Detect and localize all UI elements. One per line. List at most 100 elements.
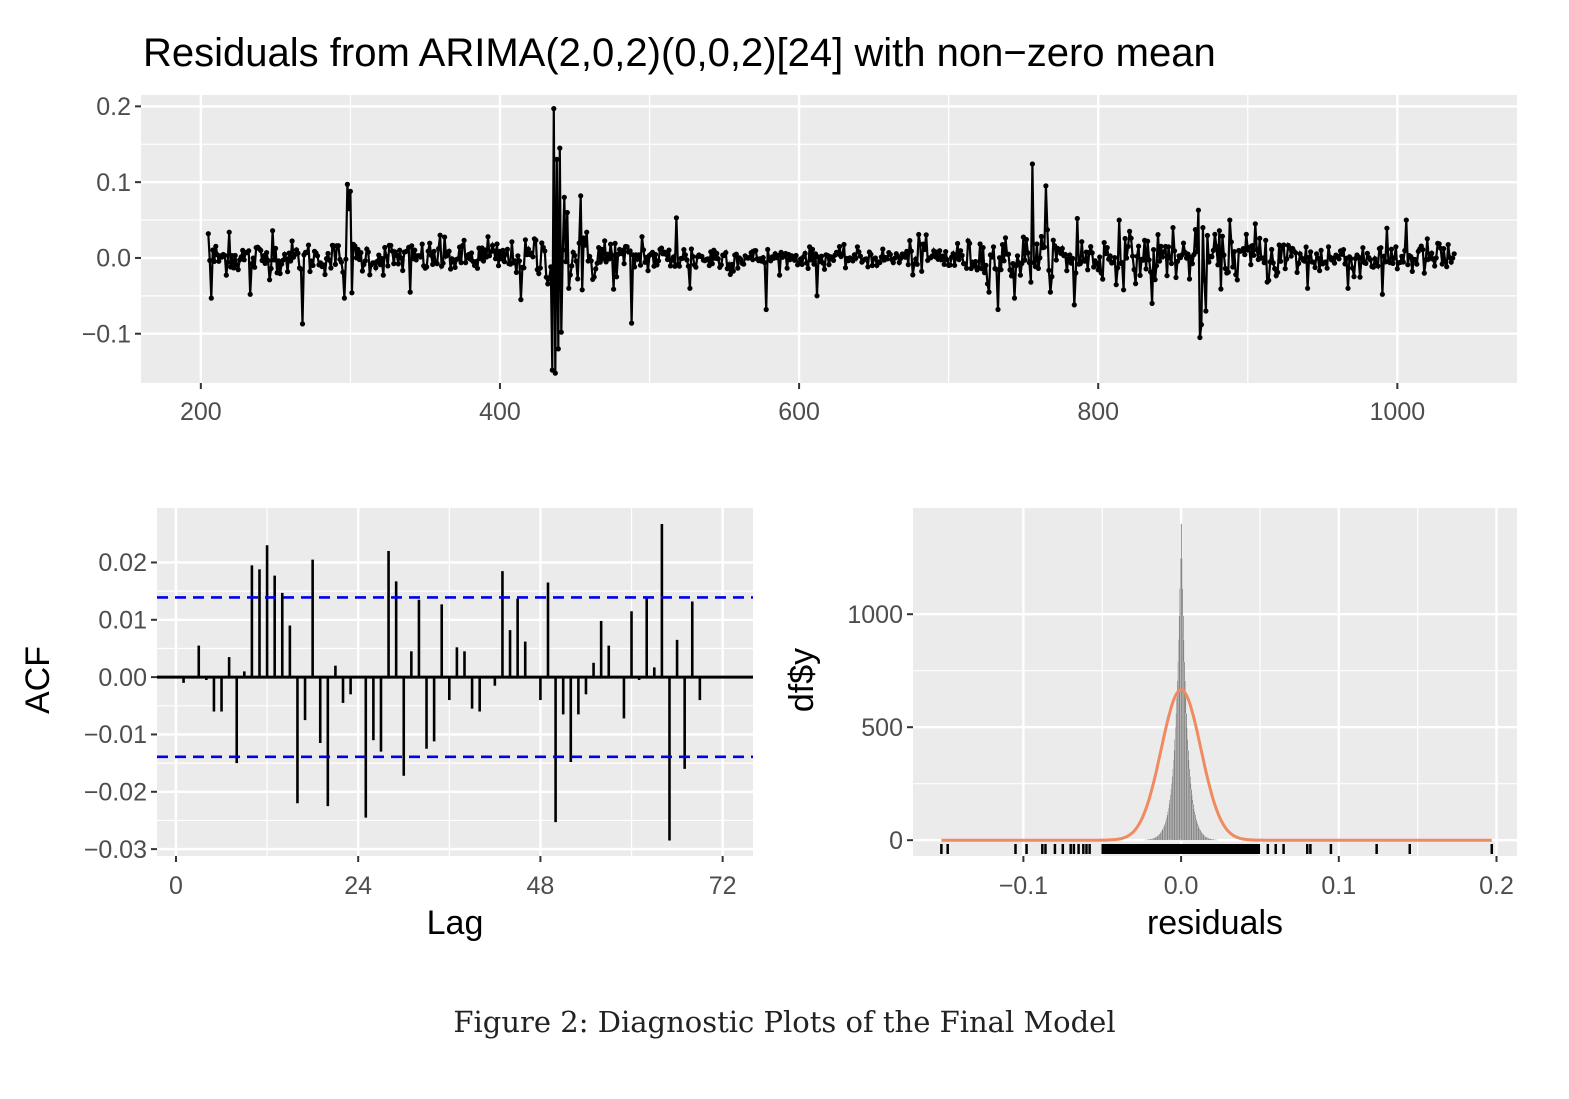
residual-point xyxy=(452,264,458,270)
residual-point xyxy=(977,241,983,247)
residual-point xyxy=(1221,252,1227,258)
residual-point xyxy=(1023,236,1029,243)
residual-point xyxy=(427,240,433,246)
y-tick-label: 0.01 xyxy=(98,607,147,635)
residual-point xyxy=(1206,259,1212,265)
residual-point xyxy=(865,264,871,270)
residual-point xyxy=(314,253,321,259)
residual-point xyxy=(512,258,518,264)
residual-point xyxy=(597,259,603,265)
residual-point xyxy=(1222,265,1228,272)
residual-point xyxy=(1314,251,1320,257)
residual-point xyxy=(898,255,904,261)
residual-point xyxy=(1014,253,1021,259)
residual-point xyxy=(1088,244,1094,250)
residual-point xyxy=(760,255,766,261)
residual-point xyxy=(1017,272,1024,278)
residual-point xyxy=(1294,269,1300,275)
residual-point xyxy=(241,257,247,263)
residual-point xyxy=(923,232,929,238)
residual-point xyxy=(714,250,720,257)
residual-point xyxy=(1225,269,1231,275)
residual-point xyxy=(854,244,861,250)
residual-point xyxy=(225,259,231,265)
residual-point xyxy=(1349,265,1356,271)
residual-point xyxy=(1400,259,1406,265)
residual-point xyxy=(1115,265,1121,271)
acf-y-axis-label: ACF xyxy=(19,646,57,714)
residual-point xyxy=(1412,257,1418,263)
residual-point xyxy=(305,242,312,248)
residual-point xyxy=(1231,249,1237,255)
residual-point xyxy=(569,263,575,269)
acf-panel: 0 24 48 72 −0.03 −0.02 −0.01 0.00 0.01 0.02 Lag A… xyxy=(19,508,753,942)
residual-point xyxy=(551,106,557,112)
residual-point xyxy=(573,258,579,264)
residual-point xyxy=(1116,217,1122,223)
residual-point xyxy=(637,262,644,268)
residual-point xyxy=(605,251,611,257)
residual-point xyxy=(407,289,413,295)
residual-point xyxy=(841,241,847,248)
x-tick-label: 400 xyxy=(479,398,521,426)
residual-point xyxy=(566,285,572,291)
residual-point xyxy=(567,272,573,278)
residual-point xyxy=(558,329,564,335)
residual-point xyxy=(718,262,724,268)
residual-point xyxy=(412,247,418,253)
residual-point xyxy=(1128,235,1134,241)
residual-point xyxy=(1168,260,1175,267)
residual-point xyxy=(799,261,805,267)
residual-point xyxy=(1130,253,1136,259)
residual-point xyxy=(1317,268,1323,274)
residual-point xyxy=(804,260,810,266)
residual-point xyxy=(627,248,633,254)
residual-point xyxy=(808,257,814,263)
residual-point xyxy=(1266,277,1272,283)
residual-point xyxy=(836,244,843,250)
residual-point xyxy=(289,238,295,244)
residual-point xyxy=(904,248,910,254)
residual-point xyxy=(1216,228,1222,234)
residual-point xyxy=(1209,254,1215,260)
residual-point xyxy=(955,240,961,247)
residual-point xyxy=(729,261,735,267)
residual-point xyxy=(288,258,294,264)
residual-point xyxy=(1073,270,1079,276)
residual-point xyxy=(1149,300,1155,306)
residual-point xyxy=(1155,232,1161,238)
residual-point xyxy=(383,253,389,259)
residual-point xyxy=(1194,249,1200,255)
residual-point xyxy=(343,256,349,262)
residual-point xyxy=(1296,260,1302,267)
residual-point xyxy=(1070,255,1076,262)
residual-point xyxy=(908,248,914,254)
residual-point xyxy=(821,266,828,272)
residual-point xyxy=(264,250,270,256)
residual-point xyxy=(356,256,362,263)
residual-point xyxy=(620,247,626,253)
residual-point xyxy=(1270,260,1276,266)
residual-point xyxy=(1424,236,1430,242)
residual-point xyxy=(1312,264,1318,271)
residual-point xyxy=(723,250,729,256)
residual-point xyxy=(440,260,446,266)
residual-point xyxy=(602,238,608,244)
residual-point xyxy=(944,257,950,263)
residual-point xyxy=(1391,255,1397,261)
residual-point xyxy=(1450,255,1456,261)
residual-point xyxy=(522,237,529,243)
residual-point xyxy=(753,248,759,254)
residual-point xyxy=(1357,274,1363,280)
residual-point xyxy=(1137,272,1143,278)
residual-point xyxy=(830,257,837,263)
residual-point xyxy=(1445,242,1451,248)
residual-point xyxy=(1218,286,1224,292)
residual-point xyxy=(1393,244,1399,250)
residual-point xyxy=(1351,274,1357,280)
residual-point xyxy=(391,261,397,267)
residual-point xyxy=(1414,261,1420,267)
residual-point xyxy=(679,255,686,261)
residual-point xyxy=(709,261,715,267)
residual-point xyxy=(1064,268,1070,274)
